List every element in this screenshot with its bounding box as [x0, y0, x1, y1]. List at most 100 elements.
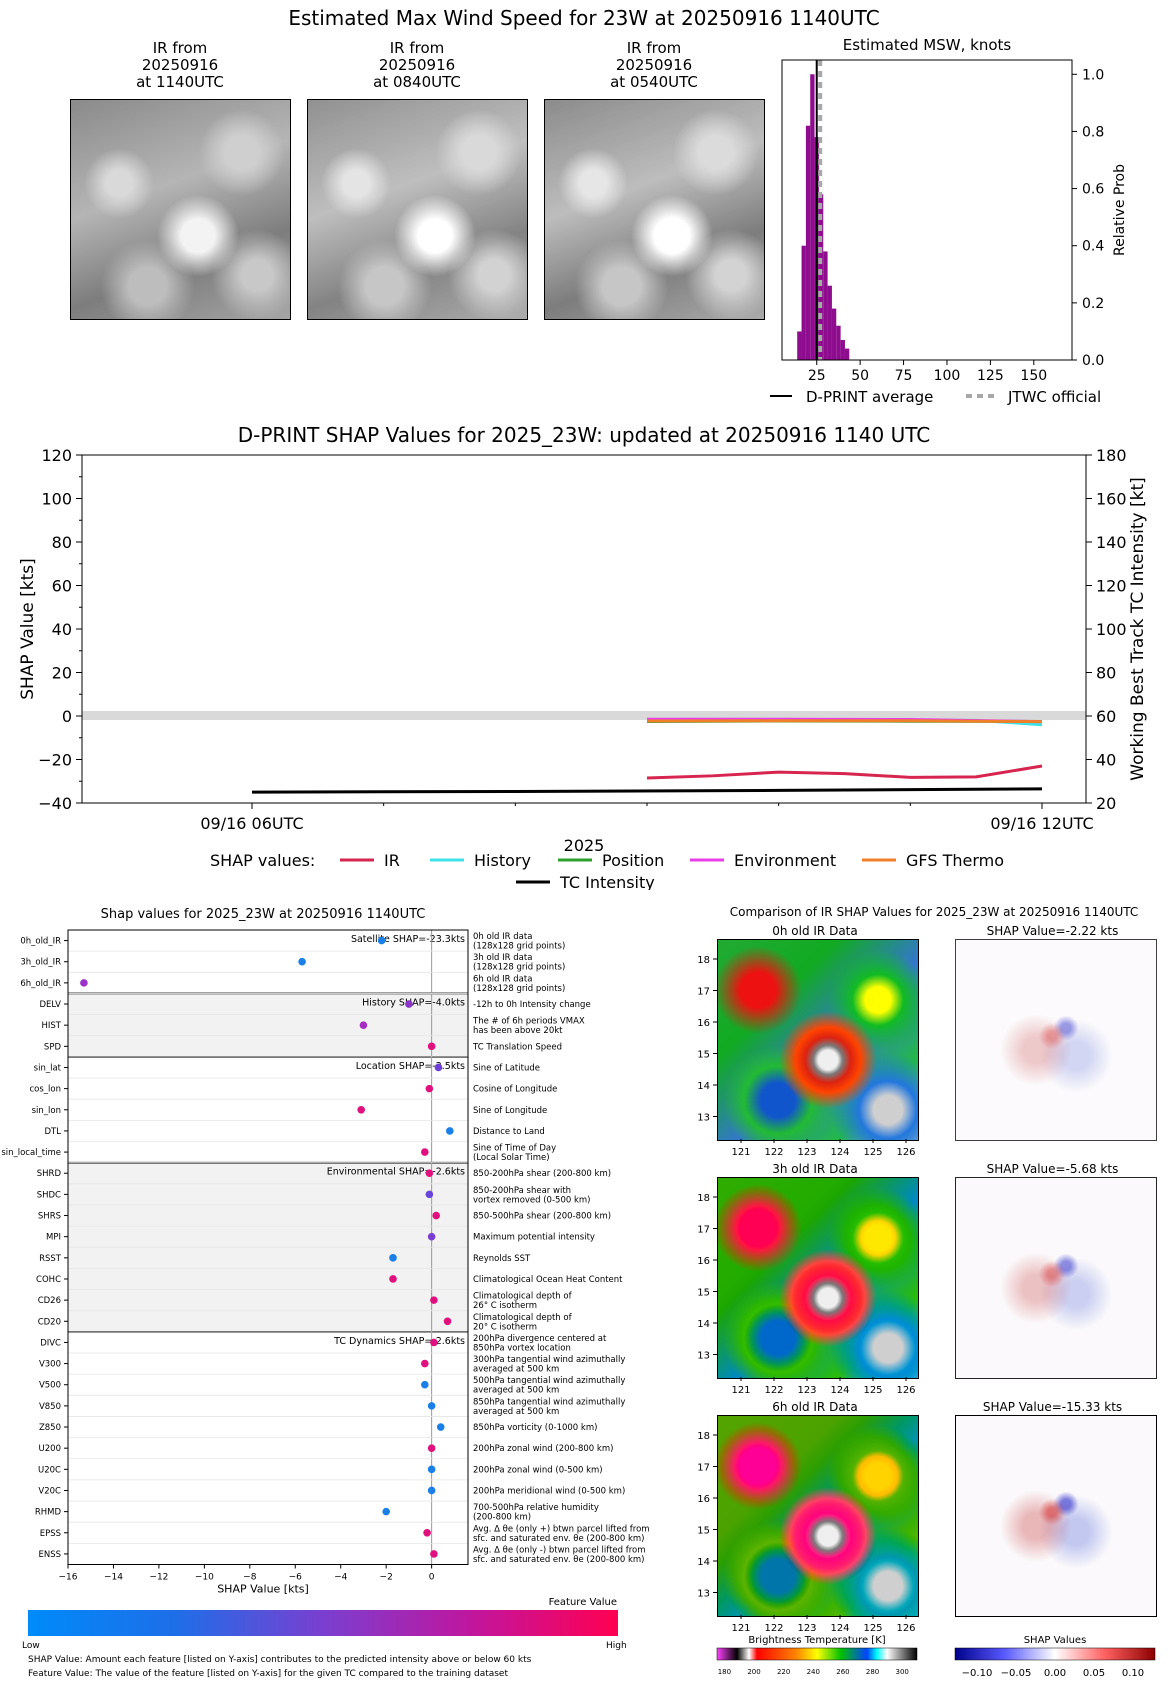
y-tick-label: 1.0 — [1082, 67, 1104, 83]
y-left-tick-label: 60 — [52, 577, 72, 596]
shap-timeseries-chart: D-PRINT SHAP Values for 2025_23W: update… — [18, 423, 1148, 890]
bt-colorbar-label: Brightness Temperature [K] — [748, 1635, 885, 1646]
lat-tick-label: 17 — [697, 987, 710, 998]
feature-description: 850hPa vorticity (0-1000 km) — [473, 1423, 597, 1433]
lon-tick-label: 122 — [764, 1147, 783, 1158]
feature-shap-point — [446, 1127, 454, 1135]
feature-shap-point — [298, 957, 306, 966]
y-tick-label: 0.0 — [1082, 353, 1104, 369]
x-tick-label: 150 — [1020, 368, 1047, 384]
y-left-tick-label: 40 — [52, 620, 72, 639]
ir-row-2-right-title: SHAP Value=-15.33 kts — [982, 1400, 1123, 1414]
feature-description: has been above 20kt — [473, 1026, 563, 1036]
feature-description: (128x128 grid points) — [473, 963, 565, 973]
y-right-axis-label: Working Best Track TC Intensity [kt] — [1128, 477, 1148, 781]
feature-name: HIST — [42, 1021, 62, 1031]
lat-tick-label: 13 — [697, 1589, 710, 1600]
ir-image-1140utc — [70, 99, 291, 320]
feature-description: Sine of Latitude — [473, 1063, 540, 1073]
ir-row-0-left-title: 0h old IR Data — [772, 924, 858, 938]
feature-name: sin_lat — [34, 1063, 62, 1073]
group-label: History SHAP=-4.0kts — [362, 997, 465, 1008]
feature-shap-point — [421, 1148, 429, 1156]
lon-tick-label: 121 — [731, 1385, 750, 1396]
lat-tick-label: 15 — [697, 1288, 710, 1299]
ir-comparison-title: Comparison of IR SHAP Values for 2025_23… — [729, 905, 1139, 919]
zero-band — [82, 711, 1086, 720]
ir-panel-title-line: at 1140UTC — [136, 73, 224, 91]
lon-tick-label: 126 — [896, 1147, 915, 1158]
y-right-tick-label: 140 — [1096, 533, 1127, 552]
feature-description: sfc. and saturated env. θe (200-800 km) — [473, 1534, 645, 1544]
feature-description: 6h old IR data — [473, 974, 532, 984]
y-left-tick-label: 100 — [41, 490, 72, 509]
feature-shap-point — [430, 1338, 438, 1347]
lon-tick-label: 123 — [797, 1623, 816, 1634]
x-tick-label: −14 — [104, 1573, 123, 1583]
y-left-tick-label: −40 — [38, 794, 72, 813]
feature-name: SHDC — [37, 1190, 61, 1200]
x-tick-label: −8 — [243, 1573, 257, 1583]
y-right-tick-label: 120 — [1096, 577, 1127, 596]
histogram-bar — [831, 308, 837, 360]
lat-tick-label: 17 — [697, 1463, 710, 1474]
ir-comparison-axes: 18 17 16 15 14 13 121 122 123 124 125 126 18 17 16 15 14… — [697, 955, 1156, 1679]
histogram-bar — [805, 125, 811, 360]
legend-title: SHAP values: — [210, 851, 315, 870]
x-tick-label: −10 — [195, 1573, 214, 1583]
shap-tick-label: −0.10 — [962, 1668, 993, 1679]
feature-shap-point — [427, 1402, 436, 1410]
lat-tick-label: 17 — [697, 1225, 710, 1236]
feature-description: Cosine of Longitude — [473, 1085, 557, 1095]
feature-description: 850-200hPa shear with — [473, 1186, 571, 1196]
y-right-tick-label: 180 — [1096, 446, 1127, 465]
feature-description: sfc. and saturated env. θe (200-800 km) — [473, 1555, 645, 1565]
colorbar-title: Feature Value — [549, 1597, 617, 1608]
lon-tick-label: 124 — [830, 1147, 849, 1158]
ir-row-2-left-title: 6h old IR Data — [772, 1400, 858, 1414]
feature-shap-point — [425, 1190, 434, 1199]
y-left-axis-label: SHAP Value [kts] — [18, 558, 38, 700]
lat-tick-label: 14 — [697, 1081, 710, 1092]
ir-0h-shap-map — [955, 939, 1157, 1141]
feature-description: Avg. Δ θe (only +) btwn parcel lifted fr… — [473, 1524, 650, 1534]
feature-name: 6h_old_IR — [20, 979, 61, 989]
ir-panel-title-line: 20250916 — [141, 56, 219, 74]
msw-histogram: Estimated MSW, knots 25 50 75 100 125 150 0.0 0.… — [770, 36, 1128, 406]
shap-tick-label: 0.05 — [1083, 1668, 1105, 1679]
bt-tick-label: 280 — [866, 1668, 879, 1676]
ir-3h-color-map — [717, 1177, 919, 1379]
histogram-bar — [840, 340, 845, 360]
feature-shap-point — [434, 1063, 443, 1072]
legend-label: Environment — [734, 851, 836, 870]
x-tick-label: 100 — [934, 368, 961, 384]
histogram-bar — [801, 245, 806, 360]
y-tick-label: 0.2 — [1082, 296, 1104, 312]
lon-tick-label: 124 — [830, 1385, 849, 1396]
x-tick-label: −16 — [59, 1573, 78, 1583]
feature-name: MPI — [46, 1233, 61, 1243]
feature-name: EPSS — [40, 1529, 61, 1539]
x-tick-label: −12 — [149, 1573, 168, 1583]
y-right-tick-label: 100 — [1096, 620, 1127, 639]
feature-description: (200-800 km) — [473, 1513, 531, 1523]
ir-panel-title-line: at 0840UTC — [373, 73, 461, 91]
legend-label: IR — [384, 851, 400, 870]
x-tick-label: 50 — [851, 368, 869, 384]
bt-tick-label: 200 — [747, 1668, 760, 1676]
feature-description: 200hPa zonal wind (200-800 km) — [473, 1444, 613, 1454]
y-tick-label: 0.6 — [1082, 182, 1104, 198]
shap-colorbar-label: SHAP Values — [1024, 1635, 1087, 1646]
y-left-tick-label: 0 — [62, 707, 72, 726]
ir-3h-shap-map — [955, 1177, 1157, 1379]
feature-description: averaged at 500 km — [473, 1407, 559, 1417]
x-tick-label: 25 — [808, 368, 826, 384]
feature-name: U20C — [38, 1465, 61, 1475]
ir-panel-3-title: IR from 20250916 at 0540UTC — [544, 40, 764, 91]
feature-shap-point — [389, 1275, 397, 1283]
x-tick-label: −6 — [289, 1573, 303, 1583]
feature-description: averaged at 500 km — [473, 1365, 559, 1375]
feature-description: averaged at 500 km — [473, 1386, 559, 1396]
legend-label: Position — [602, 851, 664, 870]
feature-name: DTL — [45, 1127, 62, 1137]
